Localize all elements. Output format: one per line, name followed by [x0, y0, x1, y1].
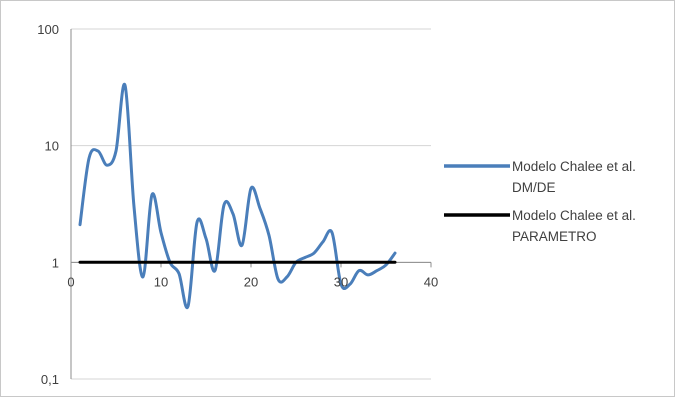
- gridlines: [71, 28, 431, 380]
- legend: Modelo Chalee et al. DM/DE Modelo Chalee e…: [444, 159, 636, 244]
- y-tick-label-2: 10: [45, 139, 59, 154]
- x-tick-label-4: 40: [424, 274, 438, 289]
- y-tick-label-1: 1: [52, 255, 59, 270]
- legend-label-0-0: Modelo Chalee et al.: [512, 159, 636, 174]
- legend-label-1-0: Modelo Chalee et al.: [512, 208, 636, 223]
- series-layer: [78, 82, 397, 310]
- x-tick-label-3: 30: [334, 274, 348, 289]
- series-line-0: [78, 82, 397, 310]
- x-tick-label-0: 0: [67, 274, 74, 289]
- axes: [70, 29, 432, 379]
- tick-labels: 0,1 1 10 100 0 10 20 30 40: [37, 22, 438, 387]
- legend-label-1-1: PARAMETRO: [512, 229, 597, 244]
- x-tick-label-2: 20: [244, 274, 258, 289]
- y-tick-label-3: 100: [37, 22, 59, 37]
- x-tick-label-1: 10: [154, 274, 168, 289]
- legend-label-0-1: DM/DE: [512, 180, 556, 195]
- y-tick-label-0: 0,1: [41, 372, 59, 387]
